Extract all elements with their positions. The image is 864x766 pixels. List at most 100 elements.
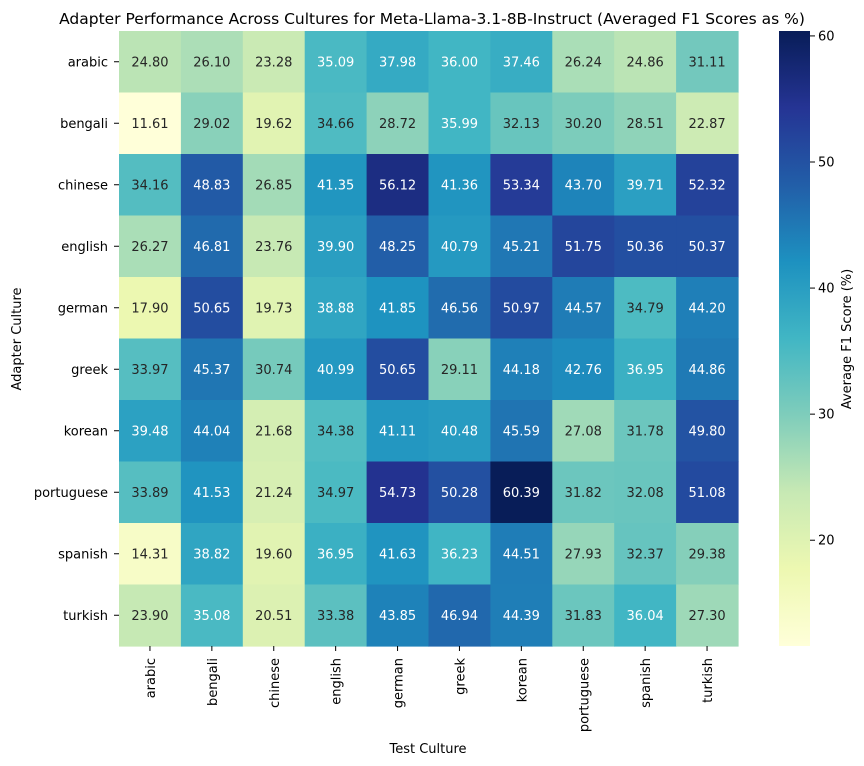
- cell-value-label: 44.20: [688, 301, 725, 316]
- heatmap-cell: [304, 338, 368, 401]
- heatmap-cell: [676, 584, 739, 647]
- cell-value-label: 35.08: [193, 609, 230, 624]
- heatmap-cell: [304, 584, 368, 647]
- cell-value-label: 51.08: [688, 486, 725, 501]
- heatmap-cell: [304, 215, 368, 278]
- heatmap-cell: [119, 215, 182, 278]
- cell-value-label: 34.16: [131, 178, 168, 193]
- colorbar-tick-label: 30: [818, 408, 835, 423]
- cell-value-label: 19.60: [255, 547, 292, 562]
- cell-value-label: 46.94: [441, 609, 478, 624]
- x-tick-label: spanish: [639, 658, 654, 708]
- heatmap-cell: [304, 154, 368, 217]
- cell-value-label: 51.75: [565, 240, 602, 255]
- heatmap-cell: [119, 154, 182, 217]
- cell-value-label: 40.48: [441, 424, 478, 439]
- x-tick-label: korean: [515, 658, 530, 702]
- cell-value-label: 33.97: [131, 363, 168, 378]
- cell-value-label: 48.83: [193, 178, 230, 193]
- cell-value-label: 19.62: [255, 117, 292, 132]
- cell-value-label: 54.73: [379, 486, 416, 501]
- heatmap-cell: [428, 400, 491, 463]
- heatmap-cell: [180, 584, 244, 647]
- y-axis-ticks: arabic bengali chinese english german greek ko…: [34, 55, 119, 624]
- heatmap-cell: [552, 584, 615, 647]
- y-tick-label: english: [61, 240, 108, 255]
- cell-value-label: 42.76: [565, 363, 602, 378]
- x-tick-label: turkish: [701, 658, 716, 703]
- cell-value-label: 20.51: [255, 609, 292, 624]
- cell-value-label: 36.23: [441, 547, 478, 562]
- heatmap-cell: [304, 523, 368, 586]
- heatmap-cell: [366, 338, 430, 401]
- heatmap-cell: [490, 154, 553, 217]
- cell-value-label: 35.09: [317, 55, 354, 70]
- cell-value-label: 45.21: [503, 240, 540, 255]
- cell-value-label: 27.93: [565, 547, 602, 562]
- heatmap-cell: [614, 92, 677, 155]
- heatmap-cell: [552, 338, 615, 401]
- heatmap-cell: [119, 523, 182, 586]
- cell-value-label: 30.74: [255, 363, 292, 378]
- cell-value-label: 23.90: [131, 609, 168, 624]
- colorbar: [779, 31, 810, 646]
- cell-value-label: 44.86: [688, 363, 725, 378]
- heatmap-cell: [428, 461, 491, 524]
- heatmap-cell: [676, 215, 739, 278]
- cell-value-label: 17.90: [131, 301, 168, 316]
- cell-value-label: 26.85: [255, 178, 292, 193]
- heatmap-cell: [428, 154, 491, 217]
- cell-value-label: 26.10: [193, 55, 230, 70]
- heatmap-cell: [552, 154, 615, 217]
- heatmap-cell: [119, 584, 182, 647]
- heatmap-cell: [552, 31, 615, 94]
- heatmap-cell: [676, 400, 739, 463]
- cell-value-label: 50.65: [379, 363, 416, 378]
- cell-value-label: 50.37: [688, 240, 725, 255]
- heatmap-cell: [366, 92, 430, 155]
- heatmap-cell: [490, 523, 553, 586]
- cell-value-label: 33.38: [317, 609, 354, 624]
- heatmap-cell: [676, 154, 739, 217]
- colorbar-label: Average F1 Score (%): [840, 269, 855, 409]
- heatmap-cell: [552, 92, 615, 155]
- cell-value-label: 28.72: [379, 117, 416, 132]
- colorbar-tick-label: 40: [818, 282, 835, 297]
- heatmap-cell: [366, 154, 430, 217]
- heatmap-cell: [676, 31, 739, 94]
- heatmap-cell: [242, 31, 306, 94]
- cell-value-label: 36.95: [627, 363, 664, 378]
- heatmap-cell: [490, 31, 553, 94]
- heatmap-cell: [119, 338, 182, 401]
- cell-value-label: 49.80: [688, 424, 725, 439]
- cell-value-label: 38.88: [317, 301, 354, 316]
- heatmap-cell: [428, 523, 491, 586]
- heatmap-cell: [242, 400, 306, 463]
- heatmap-cell: [614, 154, 677, 217]
- cell-value-label: 30.20: [565, 117, 602, 132]
- x-tick-label: english: [330, 658, 345, 705]
- colorbar-tick-label: 60: [818, 29, 835, 44]
- cell-value-label: 34.66: [317, 117, 354, 132]
- colorbar-ticks: 20 30 40 50 60: [810, 29, 835, 549]
- cell-value-label: 11.61: [131, 117, 168, 132]
- x-axis-label: Test Culture: [388, 742, 466, 757]
- cell-value-label: 44.51: [503, 547, 540, 562]
- cell-value-label: 21.24: [255, 486, 292, 501]
- heatmap-cell: [490, 584, 553, 647]
- x-tick-label: portuguese: [577, 658, 592, 732]
- cell-value-label: 32.08: [627, 486, 664, 501]
- cell-value-label: 32.13: [503, 117, 540, 132]
- cell-value-label: 35.99: [441, 117, 478, 132]
- cell-value-label: 41.53: [193, 486, 230, 501]
- heatmap-cell: [614, 400, 677, 463]
- heatmap-cell: [180, 400, 244, 463]
- cell-value-label: 38.82: [193, 547, 230, 562]
- cell-value-label: 41.35: [317, 178, 354, 193]
- y-tick-label: arabic: [68, 55, 108, 70]
- heatmap-cell: [119, 31, 182, 94]
- y-tick-label: portuguese: [34, 486, 108, 501]
- cell-value-label: 40.99: [317, 363, 354, 378]
- heatmap-cell: [614, 277, 677, 340]
